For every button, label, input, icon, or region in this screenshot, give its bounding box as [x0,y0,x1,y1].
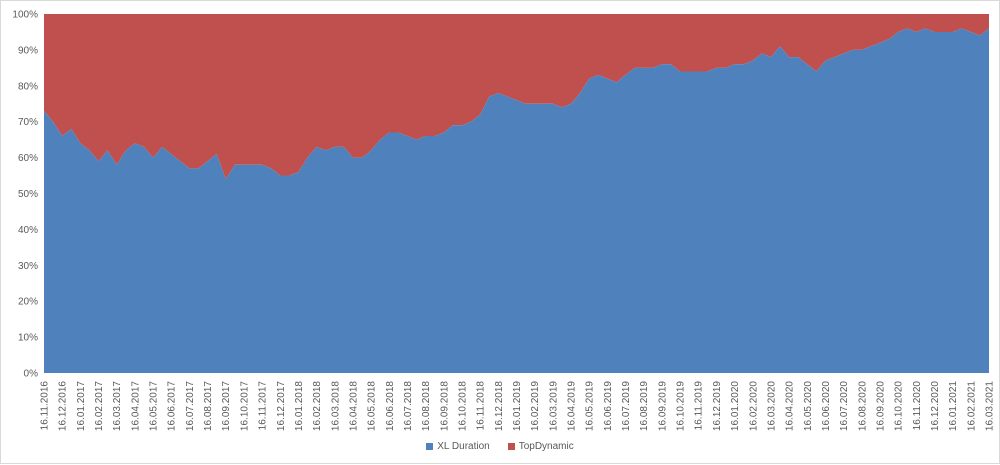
x-tick-label: 16.05.2019 [585,381,596,431]
x-tick-label: 16.01.2017 [76,381,87,431]
x-tick-label: 16.01.2018 [294,381,305,431]
x-tick-label: 16.02.2018 [312,381,323,431]
y-tick-label: 70% [18,117,38,128]
x-tick-label: 16.01.2020 [730,381,741,431]
y-tick-label: 0% [24,369,39,380]
y-tick-label: 90% [18,45,38,56]
x-tick-label: 16.04.2018 [348,381,359,431]
x-tick-label: 16.04.2019 [567,381,578,431]
x-tick-label: 16.07.2018 [403,381,414,431]
x-tick-label: 16.11.2018 [476,381,487,431]
x-tick-label: 16.04.2020 [785,381,796,431]
legend-item-series-2: TopDynamic [507,440,574,452]
x-tick-label: 16.08.2020 [857,381,868,431]
y-tick-label: 100% [12,10,38,21]
plot-area [44,14,989,374]
x-tick-label: 16.03.2017 [112,381,123,431]
y-tick-label: 20% [18,297,38,308]
x-tick-label: 16.12.2019 [712,381,723,431]
x-tick-label: 16.06.2019 [603,381,614,431]
x-tick-label: 16.03.2020 [766,381,777,431]
x-tick-label: 16.06.2018 [385,381,396,431]
x-tick-label: 16.10.2020 [894,381,905,431]
x-tick-label: 16.12.2018 [494,381,505,431]
x-tick-label: 16.03.2021 [985,381,996,431]
x-tick-label: 16.05.2020 [803,381,814,431]
y-axis: 0% 10% 20% 30% 40% 50% 60% 70% 80% 90% 100% [12,10,38,380]
x-tick-label: 16.03.2019 [548,381,559,431]
x-tick-label: 16.12.2017 [276,381,287,431]
x-tick-label: 16.06.2020 [821,381,832,431]
x-tick-label: 16.11.2017 [258,381,269,431]
legend-label-series-2: TopDynamic [518,440,574,452]
x-tick-label: 16.07.2017 [185,381,196,431]
x-tick-label: 16.06.2017 [167,381,178,431]
y-tick-label: 60% [18,153,38,164]
x-tick-label: 16.02.2020 [748,381,759,431]
x-tick-label: 16.08.2017 [203,381,214,431]
x-axis: 16.11.2016 16.12.2016 16.01.2017 16.02.2017… [40,381,996,431]
x-tick-label: 16.11.2019 [694,381,705,431]
area-series-xl-duration [44,28,989,374]
x-tick-label: 16.12.2016 [58,381,69,431]
y-tick-label: 80% [18,81,38,92]
legend-swatch-series-1 [426,442,434,450]
legend-item-series-1: XL Duration [426,440,490,452]
x-tick-label: 16.01.2021 [948,381,959,431]
x-tick-label: 16.10.2018 [457,381,468,431]
x-tick-label: 16.02.2019 [530,381,541,431]
x-tick-label: 16.09.2018 [439,381,450,431]
x-tick-label: 16.11.2020 [912,381,923,431]
x-tick-label: 16.05.2017 [149,381,160,431]
x-tick-label: 16.08.2018 [421,381,432,431]
x-tick-label: 16.03.2018 [330,381,341,431]
x-tick-label: 16.12.2020 [930,381,941,431]
x-tick-label: 16.08.2019 [639,381,650,431]
x-tick-label: 16.07.2020 [839,381,850,431]
x-tick-label: 16.01.2019 [512,381,523,431]
legend-label-series-1: XL Duration [437,440,490,452]
x-tick-label: 16.11.2016 [40,381,51,431]
x-tick-label: 16.05.2018 [367,381,378,431]
y-tick-label: 30% [18,261,38,272]
x-tick-label: 16.07.2019 [621,381,632,431]
legend-swatch-series-2 [507,442,515,450]
x-tick-label: 16.09.2019 [657,381,668,431]
x-tick-label: 16.09.2020 [875,381,886,431]
y-tick-label: 10% [18,333,38,344]
y-tick-label: 50% [18,189,38,200]
x-tick-label: 16.10.2017 [239,381,250,431]
legend: XL Duration TopDynamic [1,439,999,453]
x-tick-label: 16.10.2019 [676,381,687,431]
area-series-topdynamic [44,14,989,180]
x-tick-label: 16.02.2017 [94,381,105,431]
x-tick-label: 16.04.2017 [130,381,141,431]
x-tick-label: 16.09.2017 [221,381,232,431]
y-tick-label: 40% [18,225,38,236]
x-tick-label: 16.02.2021 [966,381,977,431]
